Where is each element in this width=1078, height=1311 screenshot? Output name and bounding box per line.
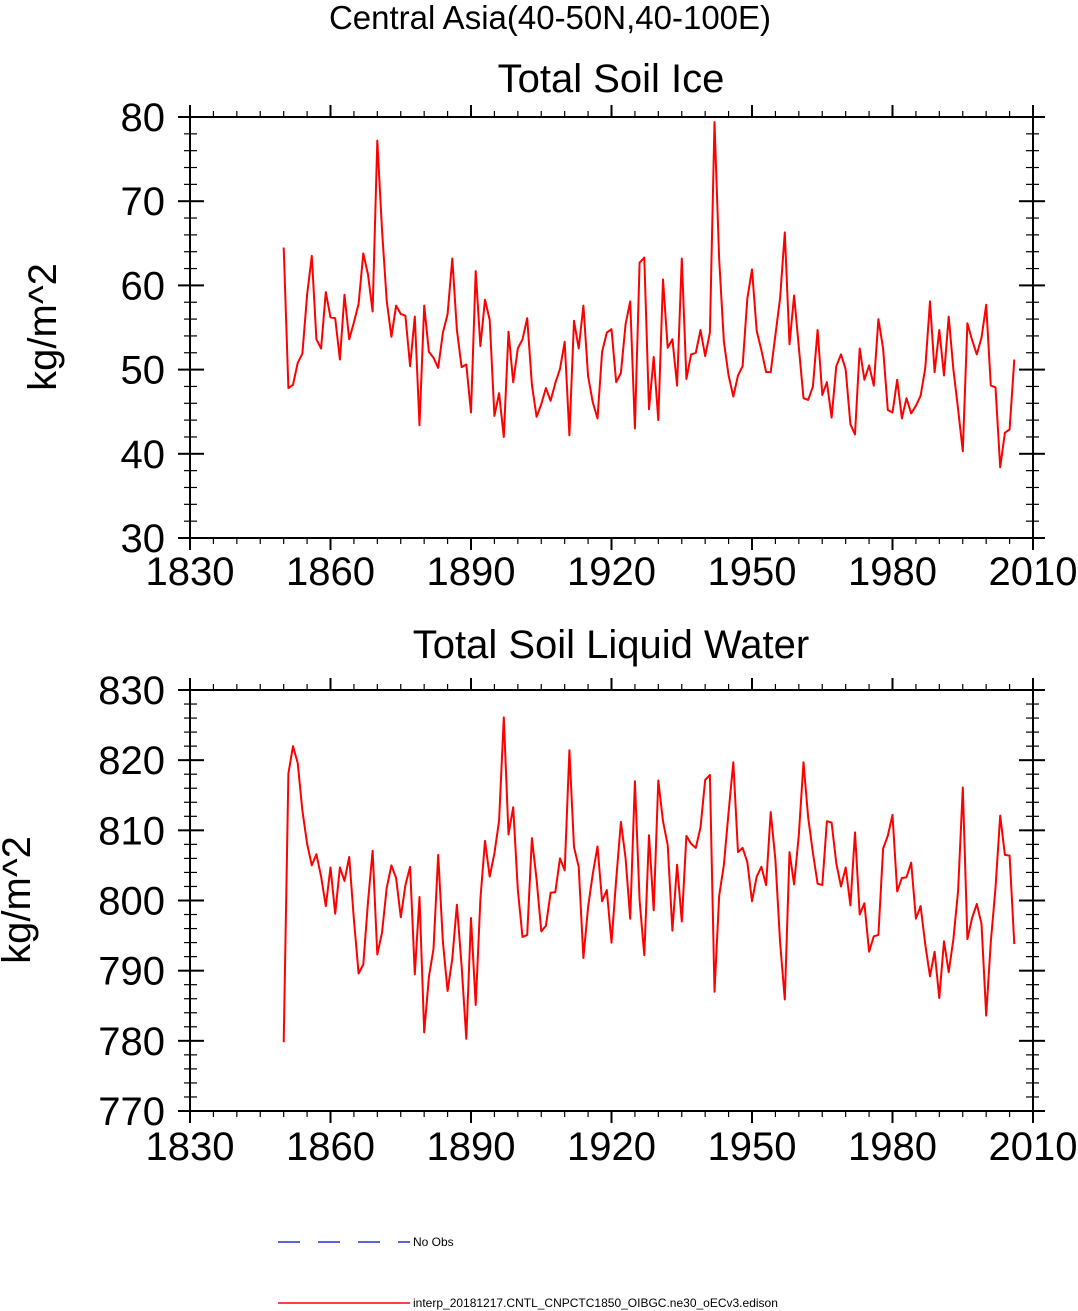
y-tick-label: 790 bbox=[98, 950, 165, 994]
x-tick-label: 1980 bbox=[848, 550, 937, 594]
y-tick-label: 800 bbox=[98, 880, 165, 924]
y-axis-label: kg/m^2 bbox=[21, 263, 65, 391]
series-line bbox=[282, 121, 1016, 469]
panel-total-soil-ice: Total Soil Ice kg/m^2 1830 1860 1890 1920 19… bbox=[21, 57, 1077, 594]
legend-obs-label: No Obs bbox=[413, 1235, 454, 1249]
x-tick-label: 1920 bbox=[567, 550, 656, 594]
plot-frame bbox=[189, 689, 1034, 1112]
panel-title: Total Soil Liquid Water bbox=[413, 623, 809, 667]
panel-total-soil-liquid-water: Total Soil Liquid Water kg/m^2 1830 1860 1… bbox=[0, 623, 1077, 1169]
y-tick-label: 60 bbox=[121, 264, 166, 308]
y-tick-label: 70 bbox=[121, 180, 166, 224]
y-axis-label: kg/m^2 bbox=[0, 836, 39, 964]
y-tick-label: 810 bbox=[98, 809, 165, 853]
y-tick-label: 40 bbox=[121, 433, 166, 477]
y-tick-label: 770 bbox=[98, 1090, 165, 1134]
legend: No Obs interp_20181217.CNTL_CNPCTC1850_O… bbox=[278, 1235, 778, 1310]
x-tick-label: 1920 bbox=[567, 1125, 656, 1169]
x-tick-label: 2010 bbox=[989, 1125, 1078, 1169]
y-tick-label: 80 bbox=[121, 96, 166, 140]
x-tick-label: 1950 bbox=[708, 1125, 797, 1169]
x-tick-label: 1980 bbox=[848, 1125, 937, 1169]
panel-title: Total Soil Ice bbox=[498, 57, 725, 101]
series-line bbox=[282, 716, 1016, 1043]
x-tick-label: 1890 bbox=[427, 550, 516, 594]
x-tick-label: 1950 bbox=[708, 550, 797, 594]
x-tick-label: 1830 bbox=[146, 1125, 235, 1169]
y-tick-label: 50 bbox=[121, 349, 166, 393]
y-tick-label: 820 bbox=[98, 739, 165, 783]
figure-suptitle: Central Asia(40-50N,40-100E) bbox=[329, 0, 771, 36]
x-tick-label: 1830 bbox=[146, 550, 235, 594]
y-tick-label: 30 bbox=[121, 517, 166, 561]
x-tick-label: 1860 bbox=[286, 1125, 375, 1169]
x-tick-label: 1860 bbox=[286, 550, 375, 594]
x-tick-label: 1890 bbox=[427, 1125, 516, 1169]
y-tick-label: 780 bbox=[98, 1020, 165, 1064]
x-tick-label: 2010 bbox=[989, 550, 1078, 594]
legend-model-label: interp_20181217.CNTL_CNPCTC1850_OIBGC.ne… bbox=[413, 1296, 778, 1310]
y-tick-label: 830 bbox=[98, 669, 165, 713]
